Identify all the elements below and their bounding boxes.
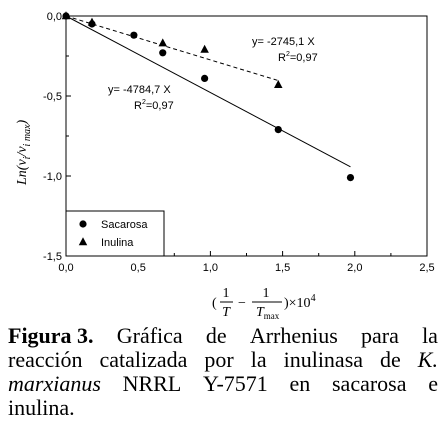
y-label-main: Ln(v: [15, 159, 30, 186]
r-squared-symbol: R: [278, 52, 286, 64]
y-tick-label: -1,0: [43, 171, 62, 183]
caption-word: Arrhenius: [249, 323, 338, 348]
data-point-inulina: [158, 38, 167, 47]
legend-box: [65, 210, 165, 257]
equation-label: y= -2745,1 X: [252, 36, 315, 48]
r-squared-symbol: R: [134, 100, 142, 112]
data-point-sacarosa: [274, 126, 282, 134]
data-point-sacarosa: [201, 74, 209, 82]
caption-line-2: reacción catalizada por la inulinasa de …: [8, 348, 438, 372]
caption-species-genus: K.: [417, 347, 438, 372]
x-tick-label: 1,5: [275, 262, 290, 274]
caption-word: Gráfica: [116, 323, 183, 348]
equation-label: y= -4784,7 X: [108, 84, 171, 96]
x-label-den2-symbol: T: [256, 305, 265, 320]
caption-word: Y-7571: [203, 371, 268, 396]
data-points: [61, 11, 355, 182]
y-tick-label: -0,5: [43, 91, 62, 103]
fit-line: [65, 15, 279, 82]
x-label-den2-sub: max: [264, 311, 280, 320]
arrhenius-chart: 0,0 0,5 1,0 1,5 2,0 2,5 0,0 -0,5 -1,0 -1,5 Sacaro…: [15, 11, 435, 321]
caption-word: sacarosa: [332, 371, 407, 396]
x-tick-label: 2,5: [419, 262, 434, 274]
caption-word: la: [250, 347, 267, 372]
x-tick-label: 0,0: [58, 262, 73, 274]
legend-circle-icon: [79, 220, 87, 228]
caption-word: inulina.: [8, 395, 75, 420]
caption-word: en: [289, 371, 311, 396]
legend-label: Sacarosa: [101, 219, 148, 231]
caption-word: por: [204, 347, 234, 372]
caption-line-4: inulina.: [8, 396, 438, 420]
data-point-inulina: [274, 80, 283, 88]
caption-line-3: marxianus NRRL Y-7571 en sacarosa e: [8, 372, 438, 396]
x-label-num2: 1: [263, 286, 270, 301]
x-label-num1: 1: [223, 286, 230, 301]
x-tick-label: 0,5: [131, 262, 146, 274]
x-tick-label: 1,0: [203, 262, 218, 274]
figure-caption: Figura 3. Gráfica de Arrhenius para la r…: [8, 324, 438, 420]
x-label-close: )×104: [284, 293, 316, 311]
caption-word: reacción: [8, 347, 83, 372]
x-tick-label: 2,0: [347, 262, 362, 274]
caption-word: NRRL: [122, 371, 182, 396]
x-label-den1: T: [222, 305, 231, 320]
caption-word: de: [380, 347, 401, 372]
y-label-sub: i max: [22, 124, 33, 147]
caption-word: e: [428, 371, 438, 396]
data-point-sacarosa: [130, 31, 138, 39]
data-point-inulina: [87, 17, 97, 26]
x-label-exponent: 4: [311, 293, 316, 304]
caption-word: catalizada: [99, 347, 188, 372]
r-squared-value: =0,97: [146, 100, 174, 112]
r-squared-exponent: 2: [142, 99, 146, 106]
r-squared-label: R2=0,97: [134, 99, 174, 112]
x-label-close-text: )×10: [284, 296, 311, 311]
data-point-inulina: [61, 11, 71, 20]
data-point-sacarosa: [159, 49, 167, 57]
data-point-inulina: [200, 44, 209, 53]
x-label-minus: −: [238, 296, 246, 311]
data-point-sacarosa: [346, 174, 355, 182]
y-tick-label: 0,0: [47, 11, 62, 23]
y-label-close: ): [15, 119, 30, 125]
x-label-open: (: [212, 296, 217, 311]
y-label-slash: /v: [15, 146, 30, 158]
caption-word: de: [205, 323, 227, 348]
caption-label: Figura 3.: [8, 323, 94, 348]
y-tick-label: -1,5: [43, 251, 62, 263]
fit-line: [65, 15, 351, 168]
y-axis-label: Ln(vi/vi max): [15, 119, 33, 186]
caption-species-name: marxianus: [8, 371, 101, 396]
x-label-den2: Tmax: [256, 305, 280, 320]
fit-lines: [65, 15, 351, 168]
caption-word: inulinasa: [283, 347, 364, 372]
y-label-sub: i: [22, 156, 33, 159]
r-squared-label: R2=0,97: [278, 51, 318, 64]
r-squared-exponent: 2: [286, 51, 290, 58]
caption-word: la: [422, 323, 438, 348]
caption-line-1: Figura 3. Gráfica de Arrhenius para la: [8, 324, 438, 348]
legend-label: Inulina: [101, 237, 134, 249]
annotations: y= -2745,1 XR2=0,97y= -4784,7 XR2=0,97: [108, 36, 318, 112]
caption-word: para: [361, 323, 399, 348]
r-squared-value: =0,97: [290, 52, 318, 64]
legend-triangle-icon: [78, 237, 88, 246]
legend: Sacarosa Inulina: [65, 210, 165, 257]
